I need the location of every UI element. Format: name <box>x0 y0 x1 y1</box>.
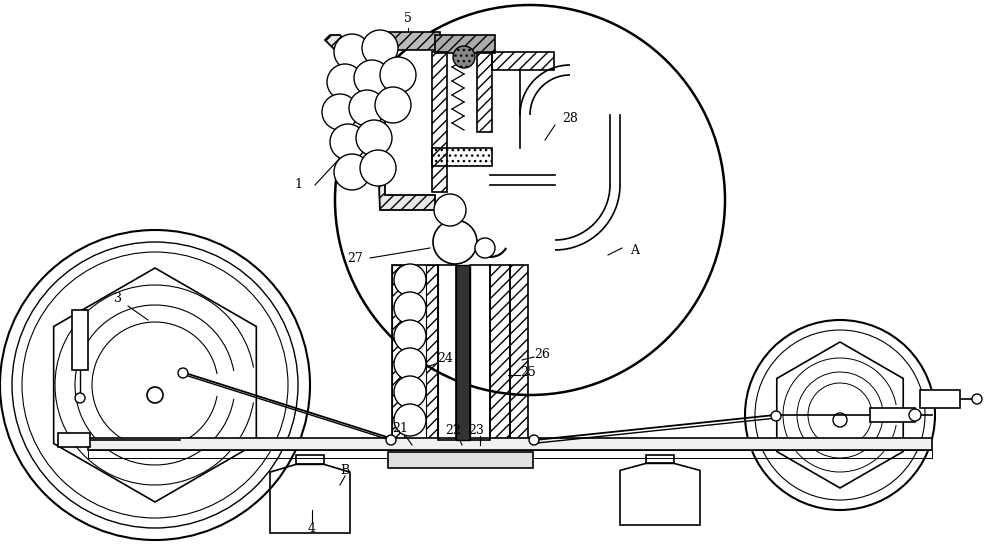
Bar <box>432 52 447 192</box>
Circle shape <box>147 387 163 403</box>
Bar <box>492 52 554 70</box>
Text: 21: 21 <box>392 421 408 435</box>
Circle shape <box>394 404 426 436</box>
Text: 28: 28 <box>562 112 578 124</box>
Text: A: A <box>631 244 640 256</box>
Circle shape <box>386 435 396 445</box>
Circle shape <box>178 368 188 378</box>
Circle shape <box>394 376 426 408</box>
Bar <box>88 450 932 458</box>
Circle shape <box>433 220 477 264</box>
Text: B: B <box>340 463 350 477</box>
Circle shape <box>394 348 426 380</box>
Bar <box>470 265 490 440</box>
Circle shape <box>334 34 370 70</box>
Text: 5: 5 <box>404 12 412 24</box>
Circle shape <box>394 292 426 324</box>
Circle shape <box>356 120 392 156</box>
Bar <box>58 433 90 447</box>
Bar <box>490 265 510 440</box>
Bar <box>426 265 438 445</box>
Bar <box>392 265 404 445</box>
Bar <box>510 265 528 440</box>
Circle shape <box>453 46 475 68</box>
Text: 23: 23 <box>468 423 484 436</box>
Circle shape <box>362 30 398 66</box>
Circle shape <box>327 64 363 100</box>
Circle shape <box>322 94 358 130</box>
Text: 27: 27 <box>347 251 363 265</box>
Bar <box>432 148 492 166</box>
Circle shape <box>833 413 847 427</box>
Bar <box>388 452 533 468</box>
Circle shape <box>380 57 416 93</box>
Circle shape <box>75 393 85 403</box>
Text: 25: 25 <box>520 366 536 379</box>
Circle shape <box>771 411 781 421</box>
Circle shape <box>349 90 385 126</box>
Bar <box>435 35 495 53</box>
Bar <box>88 438 932 450</box>
Bar <box>456 265 470 440</box>
Circle shape <box>394 320 426 352</box>
Bar <box>477 52 492 132</box>
Circle shape <box>909 409 921 421</box>
Bar <box>392 265 438 445</box>
Polygon shape <box>325 35 435 210</box>
Bar <box>870 408 915 422</box>
Circle shape <box>475 238 495 258</box>
Circle shape <box>375 87 411 123</box>
Text: 22: 22 <box>445 423 461 436</box>
Circle shape <box>354 60 390 96</box>
Bar <box>920 390 960 408</box>
Circle shape <box>394 264 426 296</box>
Bar <box>72 310 88 370</box>
Circle shape <box>972 394 982 404</box>
Bar <box>385 32 440 50</box>
Text: 24: 24 <box>437 351 453 365</box>
Text: 3: 3 <box>114 291 122 305</box>
Bar <box>646 455 674 463</box>
Circle shape <box>330 124 366 160</box>
Text: 26: 26 <box>534 347 550 361</box>
Bar <box>438 265 456 440</box>
Bar <box>296 455 324 465</box>
Text: 4: 4 <box>308 522 316 534</box>
Circle shape <box>529 435 539 445</box>
Circle shape <box>360 150 396 186</box>
Text: 1: 1 <box>294 179 302 191</box>
Circle shape <box>434 194 466 226</box>
Circle shape <box>334 154 370 190</box>
